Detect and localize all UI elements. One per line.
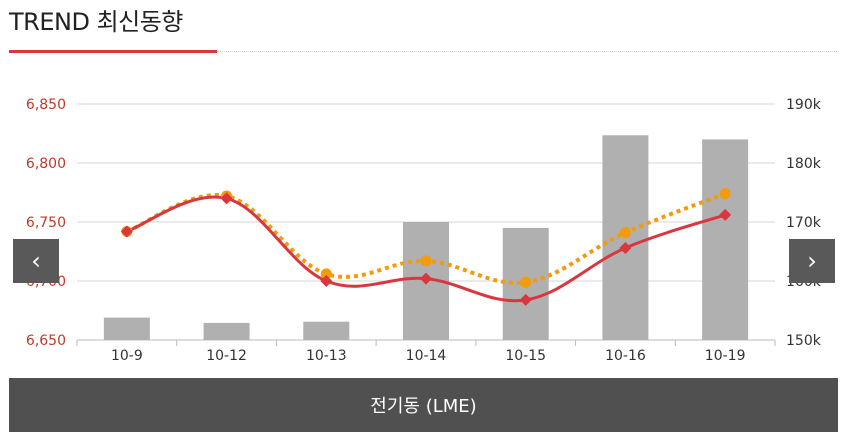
point-orange xyxy=(520,276,532,288)
chevron-right-icon: › xyxy=(807,247,817,275)
next-button[interactable]: › xyxy=(789,239,835,283)
y-right-tick-label: 180k xyxy=(786,156,822,172)
bar xyxy=(303,321,350,340)
x-tick-label: 10-16 xyxy=(605,348,646,364)
point-red xyxy=(519,293,532,306)
point-red xyxy=(320,275,333,287)
trend-chart: 6,650150k6,700160k6,750170k6,800180k6,85… xyxy=(26,97,822,364)
x-tick-label: 10-19 xyxy=(705,348,746,364)
title-divider xyxy=(217,51,837,52)
point-red xyxy=(420,272,432,285)
chart-caption: 전기동 (LME) xyxy=(9,378,838,432)
page-title: TREND 최신동향 xyxy=(9,8,183,36)
y-left-tick-label: 6,800 xyxy=(26,156,66,172)
prev-button[interactable]: ‹ xyxy=(13,239,59,283)
x-tick-label: 10-9 xyxy=(111,348,143,364)
x-tick-label: 10-15 xyxy=(505,348,546,364)
bar xyxy=(702,139,749,340)
x-tick-label: 10-14 xyxy=(406,348,447,364)
point-red xyxy=(619,241,632,254)
point-red xyxy=(719,208,732,221)
bar xyxy=(103,317,150,340)
title-underline xyxy=(9,50,217,53)
point-orange xyxy=(420,255,432,267)
y-right-tick-label: 170k xyxy=(786,215,822,231)
y-right-tick-label: 190k xyxy=(786,97,822,113)
y-left-tick-label: 6,750 xyxy=(26,215,66,231)
chevron-left-icon: ‹ xyxy=(31,247,41,275)
x-tick-label: 10-12 xyxy=(206,348,247,364)
y-left-tick-label: 6,850 xyxy=(26,97,66,113)
point-red xyxy=(120,225,133,238)
x-tick-label: 10-13 xyxy=(306,348,347,364)
point-orange xyxy=(719,188,731,200)
point-red xyxy=(220,192,233,205)
caption-label: 전기동 (LME) xyxy=(370,396,477,417)
header: TREND 최신동향 xyxy=(9,4,183,40)
y-left-tick-label: 6,650 xyxy=(26,333,66,349)
point-orange xyxy=(619,227,631,239)
point-orange xyxy=(320,268,332,280)
y-right-tick-label: 150k xyxy=(786,333,822,349)
bar xyxy=(203,322,250,340)
